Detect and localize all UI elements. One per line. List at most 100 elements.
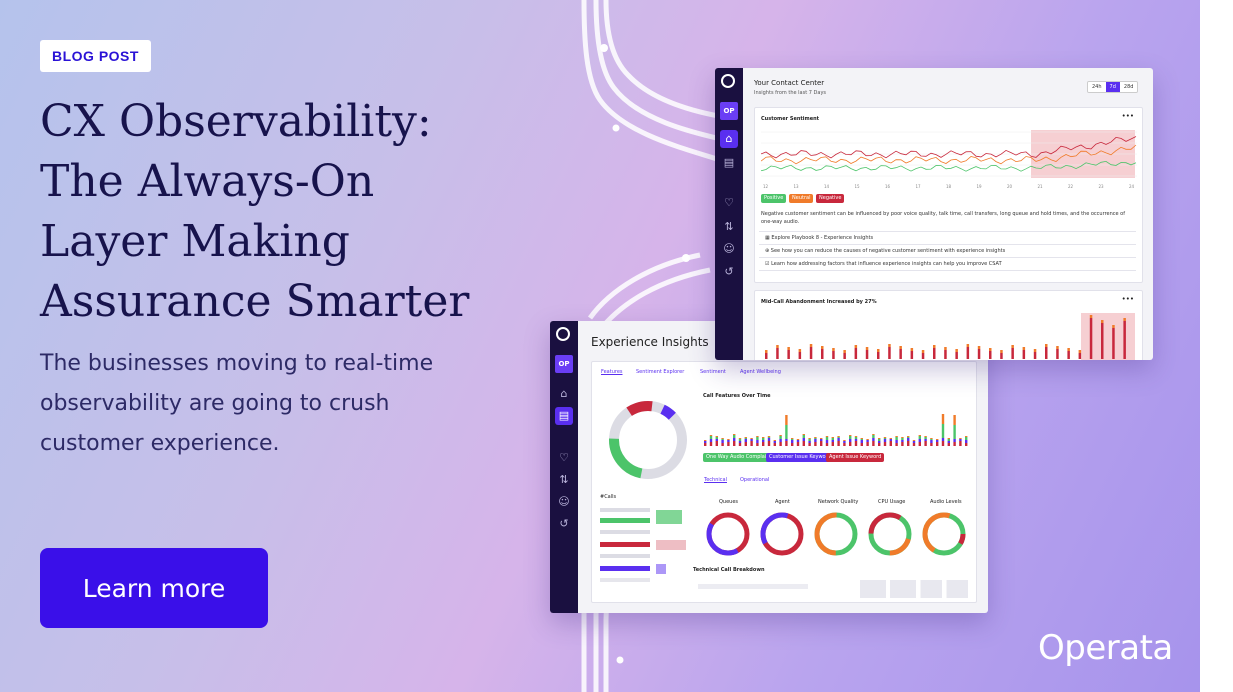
customer-sentiment-card: Customer Sentiment ••• 12 13 14 15 16 17 18 19 2… (754, 107, 1143, 283)
stack-segment (866, 442, 869, 446)
tab-features[interactable]: Features (601, 369, 623, 375)
donut-label-agent: Agent (775, 499, 790, 505)
more-menu-icon[interactable]: ••• (1121, 295, 1134, 303)
bar (877, 352, 880, 359)
stack-segment (785, 439, 788, 441)
stack-segment (762, 438, 765, 440)
stack-segment (965, 436, 968, 437)
more-menu-icon[interactable]: ••• (1121, 112, 1134, 120)
learn-more-button[interactable]: Learn more (40, 548, 268, 628)
stack-segment (918, 435, 921, 436)
donut-label-network: Network Quality (818, 499, 859, 505)
stack-segment (802, 435, 805, 438)
stack-segment (767, 441, 771, 446)
stack-segment (883, 442, 887, 446)
stack-segment (744, 442, 747, 446)
calls-bars (600, 506, 686, 596)
stack-segment (936, 442, 939, 446)
stack-segment (785, 441, 788, 446)
range-28d[interactable]: 28d (1119, 82, 1138, 92)
bar-cap (1101, 320, 1104, 323)
bar-cap (921, 350, 925, 353)
app-logo-icon (721, 74, 735, 88)
stack-segment (785, 425, 788, 439)
stack-segment (733, 435, 736, 438)
stack-segment (808, 441, 811, 443)
link-label: Learn how addressing factors that influe… (771, 261, 1002, 267)
nav-rail: OP ⌂ ▤ ♡ ⇅ ☺ ↺ (550, 321, 578, 613)
operata-logo[interactable]: Operata (1038, 628, 1173, 668)
tab-sentiment-explorer[interactable]: Sentiment Explorer (636, 369, 685, 375)
stack-segment (854, 436, 858, 437)
breakdown-title: Technical Call Breakdown (693, 567, 765, 573)
flow-icon[interactable]: ⇅ (724, 220, 734, 233)
stack-segment (750, 439, 753, 441)
stack-segment (901, 440, 904, 442)
stack-segment (796, 442, 800, 446)
range-7d[interactable]: 7d (1105, 82, 1120, 92)
insights-icon[interactable]: ▤ (723, 156, 735, 169)
link-row[interactable]: ☑ Learn how addressing factors that infl… (759, 257, 1136, 271)
stack-segment (953, 415, 956, 425)
home-icon[interactable]: ⌂ (720, 130, 738, 148)
legend-one-way-audio: One Way Audio Complaint (703, 453, 775, 462)
bar (865, 350, 869, 359)
stack-segment (738, 443, 742, 446)
range-24h[interactable]: 24h (1088, 82, 1106, 92)
robot-icon[interactable]: ☺ (558, 495, 570, 508)
flow-icon[interactable]: ⇅ (559, 473, 569, 486)
bar (776, 348, 779, 359)
bar (798, 352, 802, 359)
stack-segment (767, 438, 771, 441)
stack-segment (866, 439, 869, 440)
history-icon[interactable]: ↺ (724, 265, 734, 278)
stack-segment (889, 439, 892, 441)
stack-segment (791, 440, 794, 443)
highlight-region (1081, 313, 1135, 360)
history-icon[interactable]: ↺ (559, 517, 569, 530)
stack-segment (733, 441, 736, 446)
stack-segment (941, 441, 945, 446)
stack-segment (733, 434, 736, 435)
insights-icon[interactable]: ▤ (555, 407, 573, 425)
tab-operational[interactable]: Operational (740, 477, 770, 483)
stack-segment (941, 438, 945, 441)
health-icon[interactable]: ♡ (724, 196, 734, 209)
breakdown-row-placeholder (698, 584, 808, 589)
features-chart-title: Call Features Over Time (703, 393, 771, 399)
bar-cap (1089, 315, 1093, 318)
stack-segment (825, 443, 829, 446)
stack-segment (889, 441, 892, 446)
stack-segment (802, 441, 805, 446)
stack-segment (820, 439, 823, 441)
tab-technical[interactable]: Technical (704, 477, 727, 483)
link-row[interactable]: ⊕ See how you can reduce the causes of n… (759, 244, 1136, 257)
abandonment-card: Mid-Call Abandonment Increased by 27% ••… (754, 290, 1143, 360)
stack-segment (756, 437, 759, 440)
stack-segment (907, 438, 910, 441)
bar-cap (765, 350, 768, 353)
health-icon[interactable]: ♡ (559, 451, 569, 464)
avatar[interactable]: OP (555, 355, 573, 373)
stack-segment (773, 440, 776, 441)
bar (1112, 328, 1115, 359)
robot-icon[interactable]: ☺ (723, 242, 735, 255)
home-icon[interactable]: ⌂ (560, 387, 568, 400)
stack-segment (901, 442, 904, 446)
stack-segment (820, 441, 823, 446)
bar (1123, 321, 1126, 359)
link-row[interactable]: ▦ Explore Playbook 8 - Experience Insigh… (759, 231, 1136, 244)
avatar[interactable]: OP (720, 102, 738, 120)
bar (944, 350, 947, 359)
stack-segment (907, 437, 910, 438)
tab-agent-wellbeing[interactable]: Agent Wellbeing (740, 369, 781, 375)
stack-segment (808, 443, 811, 446)
stack-segment (930, 440, 933, 443)
tab-sentiment[interactable]: Sentiment (700, 369, 726, 375)
stack-segment (791, 443, 794, 446)
time-range-selector: 24h 7d 28d (1087, 81, 1139, 93)
bar (1033, 352, 1037, 359)
stack-segment (843, 443, 846, 446)
stack-segment (750, 441, 753, 446)
subheadline-line: The businesses moving to real-time (40, 351, 434, 376)
